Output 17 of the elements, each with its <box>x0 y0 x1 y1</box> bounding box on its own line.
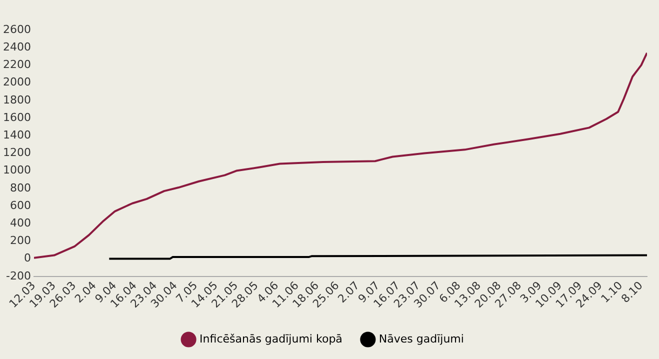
y-tick-label: -200 <box>6 269 31 282</box>
y-tick-label: 800 <box>10 181 31 194</box>
y-tick-label: 2600 <box>2 22 31 36</box>
y-tick-label: 2000 <box>2 76 31 89</box>
y-tick-label: 2400 <box>2 40 31 54</box>
y-tick-label: 600 <box>10 198 31 212</box>
y-tick-label: 400 <box>10 216 31 230</box>
y-tick-label: 1400 <box>2 128 31 142</box>
legend-label: Nāves gadījumi <box>378 332 464 346</box>
y-tick-label: 200 <box>10 234 31 248</box>
y-tick-label: 2200 <box>2 58 31 72</box>
y-tick-label: 1000 <box>2 164 31 177</box>
legend-label: Inficēšanās gadījumi kopā <box>200 332 342 346</box>
y-tick-label: 1600 <box>2 110 31 124</box>
y-tick-label: 1800 <box>2 93 31 106</box>
y-tick-label: 0 <box>24 252 31 265</box>
y-tick-label: 1200 <box>2 146 31 160</box>
